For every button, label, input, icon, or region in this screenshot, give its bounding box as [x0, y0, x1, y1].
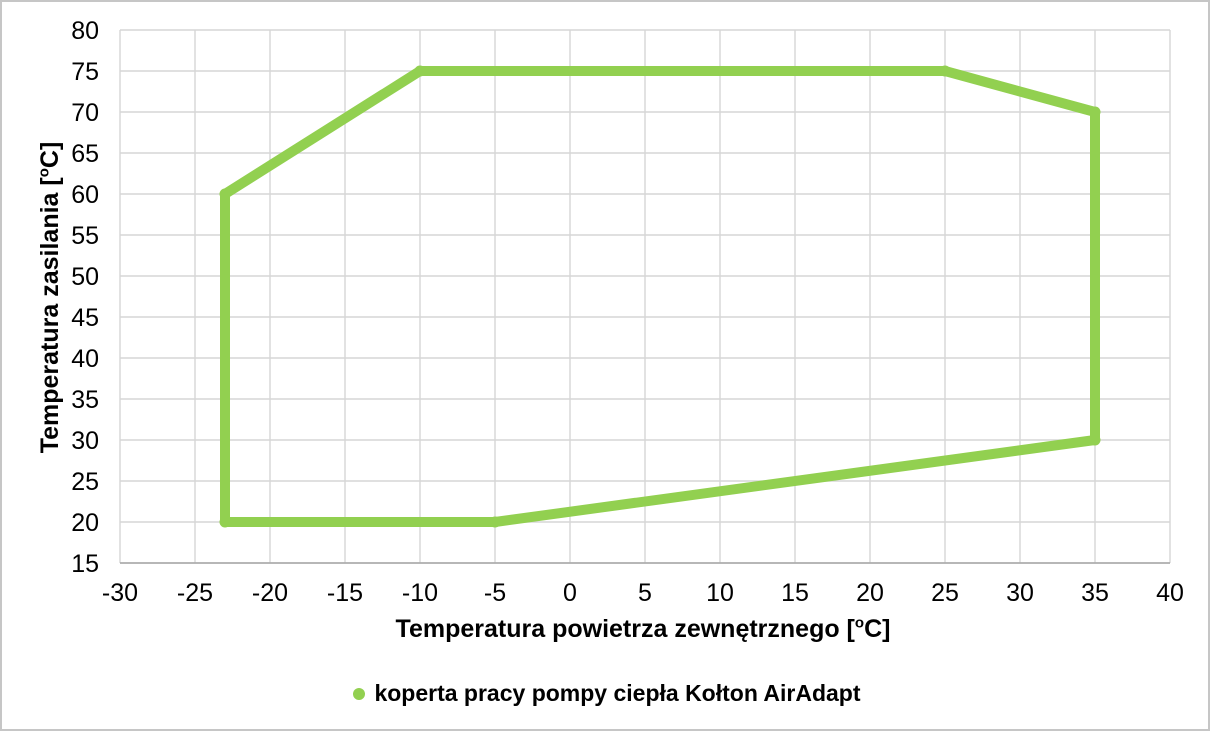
y-tick-label: 15: [71, 550, 99, 578]
y-tick-label: 40: [71, 345, 99, 373]
x-axis-title-after: C]: [864, 615, 891, 643]
y-tick-label: 20: [71, 509, 99, 537]
y-tick-label: 50: [71, 263, 99, 291]
data-point-marker: [1089, 434, 1101, 446]
y-tick-label: 25: [71, 468, 99, 496]
legend-marker-icon: [353, 687, 366, 700]
data-point-marker: [1089, 106, 1101, 118]
data-point-marker: [219, 516, 231, 528]
x-axis-title: Temperatura powietrza zewnętrznego [oC]: [118, 615, 1168, 644]
y-tick-label: 70: [71, 99, 99, 127]
x-tick-label: -25: [177, 579, 213, 607]
envelope-line: [220, 66, 1100, 527]
data-point-marker: [939, 65, 951, 77]
x-tick-label: 25: [931, 579, 959, 607]
y-axis-title: Temperatura zasilania [oC]: [36, 31, 65, 564]
legend: koperta pracy pompy ciepła Kołton AirAda…: [2, 680, 1208, 707]
x-tick-label: 40: [1156, 579, 1184, 607]
legend-label: koperta pracy pompy ciepła Kołton AirAda…: [374, 680, 861, 706]
y-axis-title-after: C]: [36, 141, 64, 169]
x-tick-label: -30: [102, 579, 138, 607]
y-tick-label: 60: [71, 181, 99, 209]
x-tick-label: 10: [706, 579, 734, 607]
y-tick-label: 30: [71, 427, 99, 455]
y-tick-label: 55: [71, 222, 99, 250]
y-tick-label: 80: [71, 17, 99, 45]
x-tick-label: 15: [781, 579, 809, 607]
y-tick-label: 65: [71, 140, 99, 168]
y-tick-label: 75: [71, 58, 99, 86]
x-tick-label: -20: [252, 579, 288, 607]
x-tick-label: 35: [1081, 579, 1109, 607]
x-axis-title-sup: o: [854, 614, 865, 632]
data-point-marker: [489, 516, 501, 528]
x-tick-label: -15: [327, 579, 363, 607]
y-axis-title-text: Temperatura zasilania [: [36, 177, 64, 454]
x-tick-label: -5: [484, 579, 506, 607]
y-tick-label: 45: [71, 304, 99, 332]
x-tick-label: 30: [1006, 579, 1034, 607]
data-point-marker: [414, 65, 426, 77]
data-point-marker: [219, 188, 231, 200]
x-tick-label: 0: [563, 579, 577, 607]
x-tick-label: 20: [856, 579, 884, 607]
x-tick-label: 5: [638, 579, 652, 607]
y-axis-title-sup: o: [35, 168, 53, 178]
x-axis-title-text: Temperatura powietrza zewnętrznego [: [395, 615, 855, 643]
x-tick-label: -10: [402, 579, 438, 607]
y-tick-label: 35: [71, 386, 99, 414]
